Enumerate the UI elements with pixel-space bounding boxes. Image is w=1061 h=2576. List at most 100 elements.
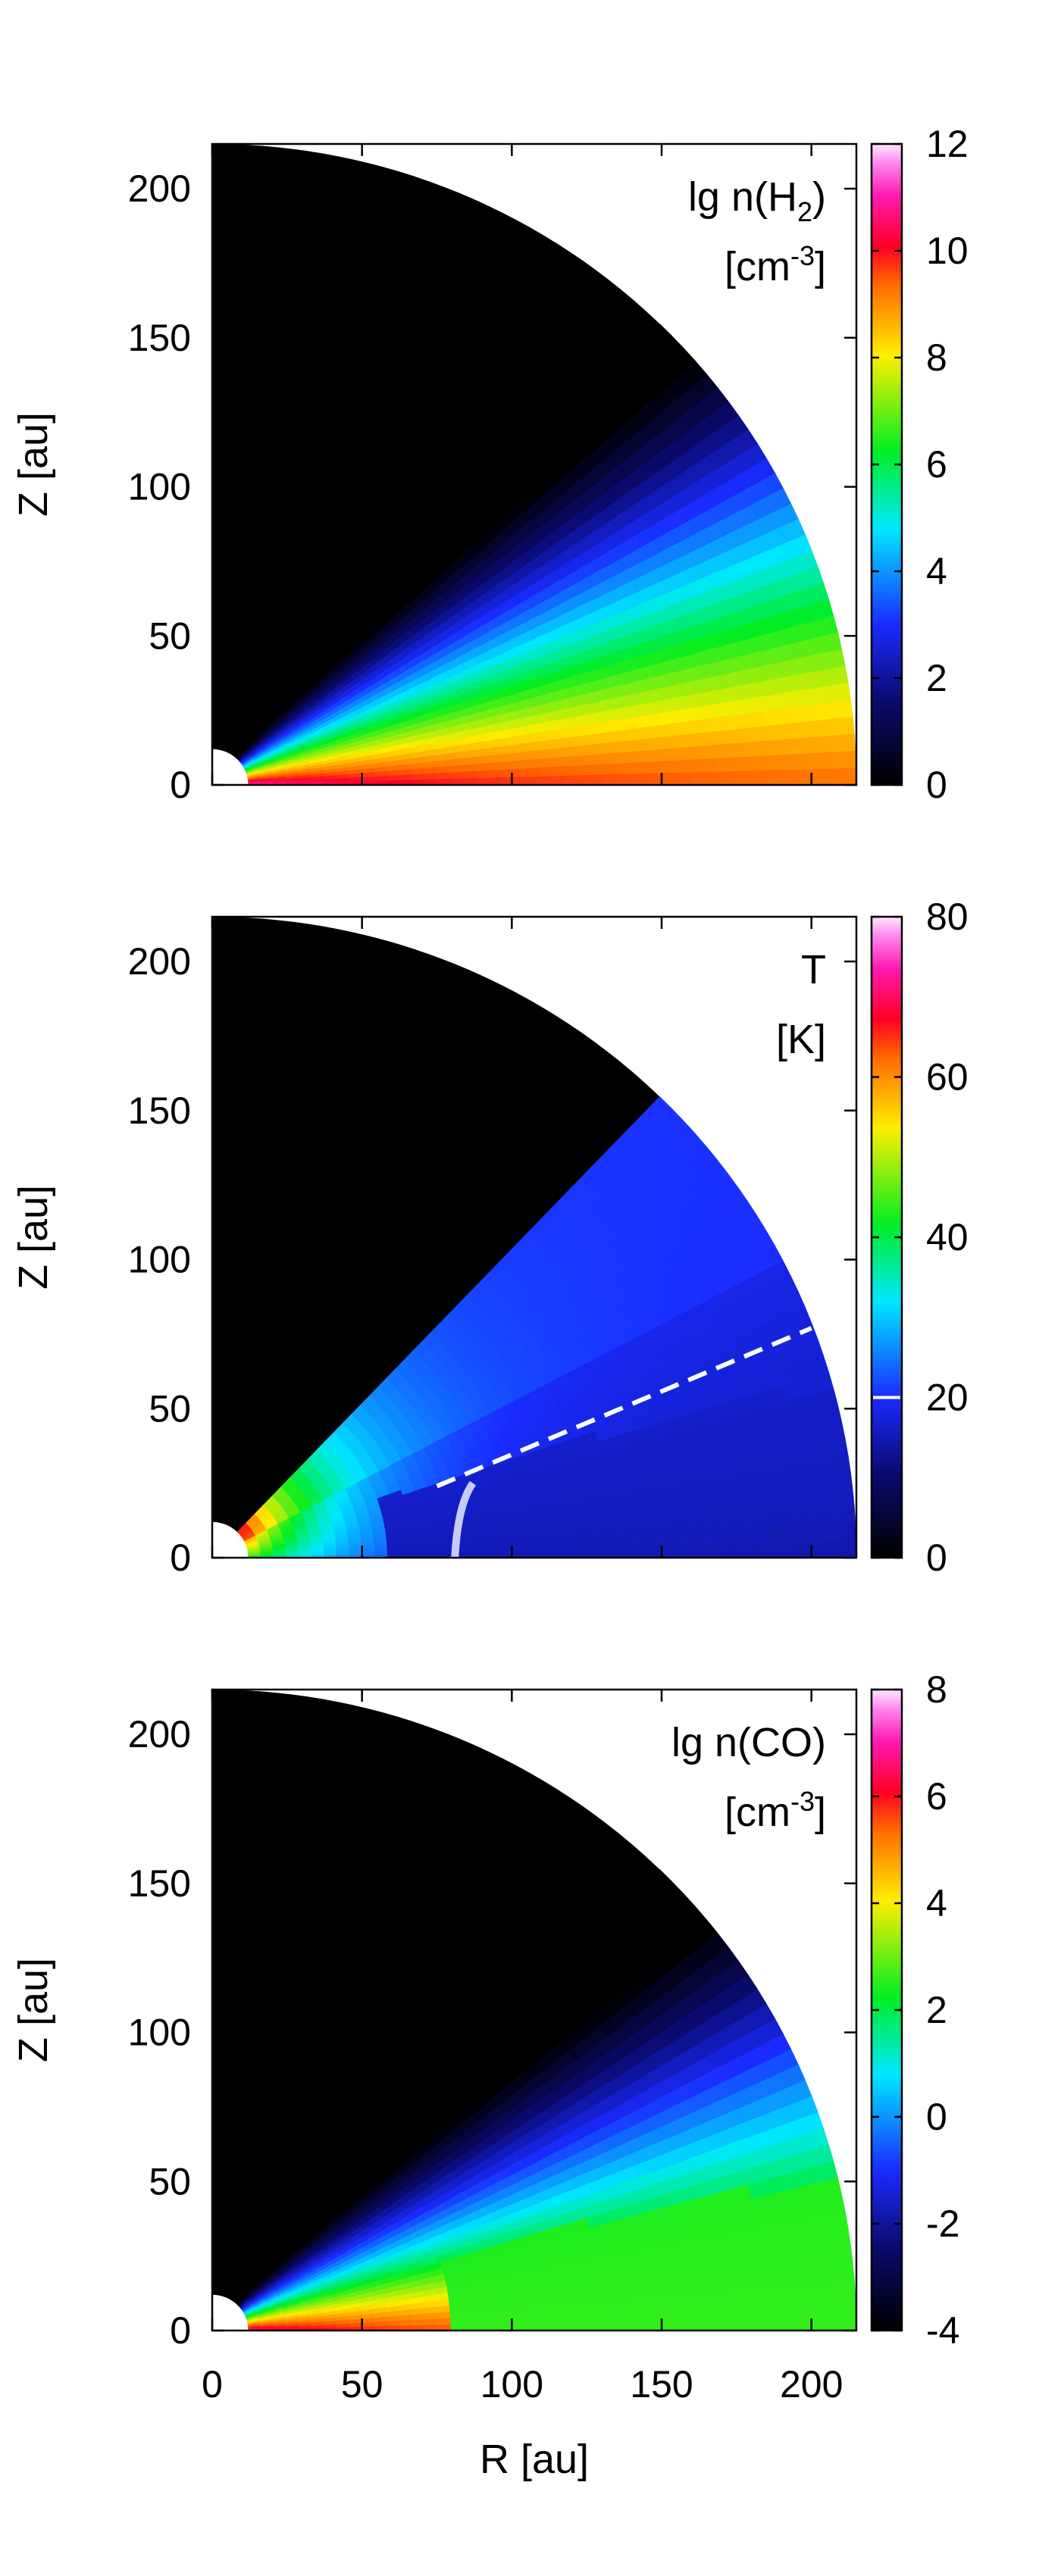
disk-cell — [488, 2315, 502, 2324]
disk-cell — [789, 1494, 804, 1512]
disk-cell — [697, 1477, 713, 1493]
disk-cell — [725, 714, 740, 730]
ytick-label: 200 — [128, 1713, 191, 1755]
xtick-label: 0 — [202, 2363, 223, 2406]
disk-cell — [712, 715, 728, 732]
disk-cell — [800, 704, 815, 723]
disk-cell — [785, 1463, 801, 1481]
disk-cell — [587, 2278, 601, 2291]
disk-cell — [729, 1543, 743, 1558]
disk-cell — [549, 1520, 565, 1531]
disk-cell — [539, 766, 552, 777]
disk-cell — [524, 749, 539, 761]
disk-cell — [728, 2287, 742, 2303]
disk-cell — [830, 767, 844, 785]
disk-cell — [614, 1524, 628, 1537]
disk-cell — [828, 2280, 843, 2298]
disk-cell — [562, 746, 577, 758]
disk-cell — [514, 1549, 527, 1558]
disk-cell — [600, 1515, 615, 1527]
disk-cell — [587, 742, 602, 755]
disk-cell — [412, 2318, 426, 2326]
disk-cell — [602, 2309, 616, 2321]
disk-cell — [751, 725, 766, 742]
disk-cell — [678, 1544, 692, 1558]
disk-cell — [800, 1477, 815, 1496]
disk-cell — [602, 1536, 616, 1548]
disk-cell — [785, 690, 801, 708]
disk-cell — [488, 2322, 502, 2331]
disk-cell — [653, 2318, 667, 2331]
disk-cell — [500, 760, 515, 771]
disk-cell — [690, 1531, 705, 1546]
disk-cell — [716, 2316, 731, 2331]
panel-top: 0 50 100 150 200 Z [au] lg n(H2) [cm-3] 0 2 4 6 8 10 1… — [11, 123, 969, 806]
disk-cell — [513, 2313, 527, 2323]
disk-cell — [716, 1543, 731, 1558]
disk-cell — [475, 1549, 490, 1558]
disk-cell — [818, 767, 831, 785]
disk-cell — [728, 1515, 742, 1530]
disk-cell — [685, 2252, 700, 2268]
disk-cell — [664, 747, 679, 761]
colorbar-tick-label: 8 — [926, 1668, 947, 1711]
disk-cell — [625, 739, 640, 752]
disk-cell — [637, 1499, 652, 1513]
disk-cell — [779, 753, 793, 771]
disk-cell — [663, 2281, 678, 2295]
disk-cell — [672, 1480, 688, 1496]
disk-cell — [640, 1546, 654, 1558]
disk-cell — [399, 2319, 414, 2326]
disk-cell — [766, 2299, 781, 2316]
disk-cell — [612, 729, 627, 742]
disk-cell — [715, 2302, 730, 2318]
disk-cell — [702, 1517, 717, 1532]
disk-cell — [600, 742, 615, 755]
disk-cell — [462, 1536, 477, 1545]
ytick-label: 150 — [128, 1089, 191, 1132]
plot-area — [212, 1690, 856, 2331]
disk-cell — [615, 2308, 629, 2321]
plot-frame — [211, 915, 858, 1559]
disk-cell — [577, 1547, 591, 1558]
disk-cell — [450, 777, 465, 785]
disk-cell — [740, 1514, 755, 1530]
disk-cell — [635, 1487, 650, 1502]
inner-cavity — [212, 1521, 249, 1558]
disk-cell — [777, 723, 792, 740]
disk-cell — [828, 734, 843, 752]
disk-cell — [665, 2305, 680, 2319]
disk-cell — [672, 2253, 688, 2269]
disk-cell — [728, 2302, 743, 2318]
ytick-label: 0 — [170, 2309, 191, 2352]
colorbar-tick-label: 0 — [926, 2096, 947, 2138]
disk-cell — [588, 753, 603, 765]
disk-cell — [753, 2286, 768, 2302]
disk-cell — [695, 1464, 711, 1480]
disk-cell — [753, 2300, 768, 2317]
disk-cell — [512, 2305, 527, 2315]
disk-cell — [437, 771, 452, 780]
disk-cell — [797, 1461, 814, 1480]
disk-cell — [817, 752, 831, 770]
disk-cell — [676, 1506, 690, 1521]
disk-cell — [587, 733, 601, 746]
disk-cell — [615, 762, 629, 775]
disk-cell — [525, 2304, 540, 2315]
disk-cell — [841, 2278, 856, 2297]
disk-cell — [664, 2293, 679, 2307]
disk-cell — [551, 2311, 565, 2322]
disk-cell — [665, 759, 680, 774]
disk-cell — [663, 1508, 678, 1522]
disk-cell — [722, 1473, 738, 1490]
disk-cell — [674, 1493, 690, 1508]
disk-cell — [652, 748, 666, 762]
disk-cell — [437, 2324, 452, 2331]
disk-cell — [589, 1537, 603, 1549]
disk-cell — [627, 2307, 641, 2320]
disk-cell — [575, 2290, 590, 2302]
disk-cell — [526, 2321, 540, 2331]
disk-cell — [665, 1532, 680, 1546]
disk-cell — [741, 1528, 756, 1544]
disk-cell — [687, 1492, 702, 1508]
